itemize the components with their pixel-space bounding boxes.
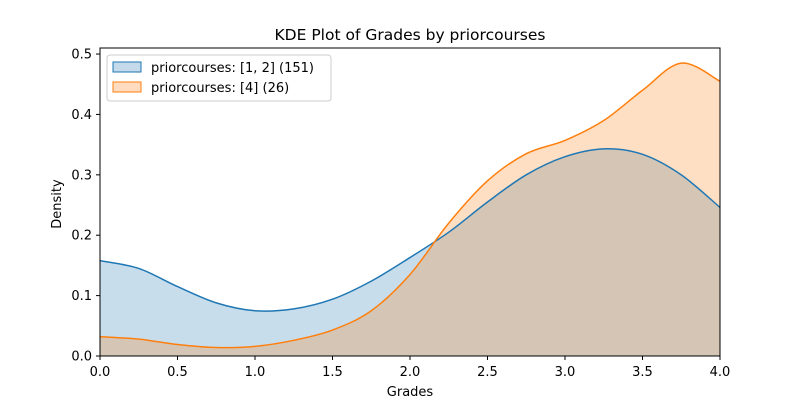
x-tick-label: 4.0: [710, 365, 731, 380]
x-tick-label: 1.5: [322, 365, 343, 380]
x-tick-label: 0.0: [90, 365, 111, 380]
x-tick-label: 2.5: [477, 365, 498, 380]
x-axis: 0.0 0.5 1.0 1.5 2.0 2.5 3.0 3.5 4.0: [90, 356, 731, 380]
y-tick-label: 0.4: [71, 108, 92, 123]
x-axis-label: Grades: [387, 385, 434, 400]
legend-swatch-2: [112, 81, 142, 93]
y-tick-label: 0.3: [71, 168, 92, 183]
y-axis: 0.0 0.1 0.2 0.3 0.4 0.5: [71, 48, 100, 365]
x-tick-label: 3.5: [632, 365, 653, 380]
y-tick-label: 0.5: [71, 48, 92, 63]
legend-label-2: priorcourses: [4] (26): [151, 81, 289, 96]
legend: priorcourses: [1, 2] (151) priorcourses: …: [106, 54, 332, 102]
x-tick-label: 1.0: [245, 365, 266, 380]
series-2-area: [100, 63, 720, 356]
x-tick-label: 0.5: [167, 365, 188, 380]
series-2-line: [100, 62, 720, 349]
x-tick-label: 2.0: [400, 365, 421, 380]
y-tick-label: 0.2: [71, 229, 92, 244]
chart-title: KDE Plot of Grades by priorcourses: [275, 26, 546, 44]
x-tick-label: 3.0: [555, 365, 576, 380]
series-1-line: [100, 148, 720, 312]
y-tick-label: 0.0: [71, 350, 92, 365]
legend-box: [106, 54, 332, 102]
legend-label-1: priorcourses: [1, 2] (151): [151, 61, 314, 76]
y-tick-label: 0.1: [71, 289, 92, 304]
y-axis-label: Density: [50, 179, 65, 229]
series-1-area: [100, 148, 720, 356]
legend-swatch-1: [112, 61, 142, 73]
